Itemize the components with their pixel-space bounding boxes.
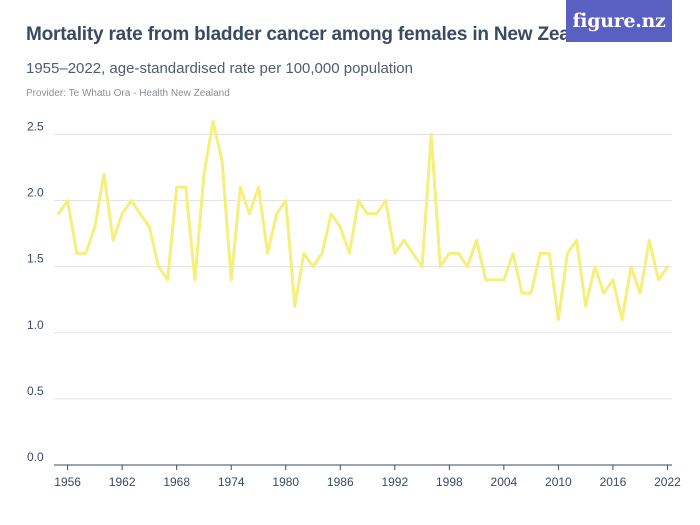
- data-point[interactable]: [230, 278, 233, 282]
- x-tick-label: 1974: [218, 475, 245, 489]
- data-point[interactable]: [211, 120, 215, 123]
- data-point[interactable]: [329, 212, 333, 215]
- chart-title: Mortality rate from bladder cancer among…: [26, 24, 608, 45]
- data-point[interactable]: [548, 252, 551, 255]
- data-point[interactable]: [666, 265, 669, 268]
- data-point[interactable]: [529, 291, 533, 295]
- data-point[interactable]: [266, 252, 269, 255]
- grid-lines: [54, 133, 672, 466]
- data-point[interactable]: [439, 265, 442, 268]
- x-tick-label: 2016: [600, 475, 627, 489]
- x-tick-label: 1986: [327, 475, 354, 489]
- data-point[interactable]: [566, 252, 569, 255]
- data-point[interactable]: [411, 252, 415, 255]
- y-tick-label: 1.5: [27, 252, 44, 266]
- data-point[interactable]: [466, 265, 469, 268]
- data-point[interactable]: [357, 199, 360, 202]
- data-point[interactable]: [193, 278, 197, 282]
- x-tick-label: 2004: [491, 475, 518, 489]
- data-point[interactable]: [375, 212, 378, 215]
- data-point[interactable]: [420, 265, 424, 268]
- data-point[interactable]: [57, 212, 60, 215]
- data-point[interactable]: [248, 212, 251, 215]
- data-point[interactable]: [339, 225, 342, 229]
- data-point[interactable]: [120, 212, 124, 215]
- y-axis-ticks: 0.0 0.5 1.0 1.5 2.0 2.5: [27, 119, 44, 464]
- data-point[interactable]: [139, 212, 142, 215]
- y-tick-label: 1.0: [27, 318, 44, 332]
- x-tick-label: 1980: [272, 475, 299, 489]
- data-point[interactable]: [602, 291, 606, 295]
- data-point[interactable]: [475, 239, 478, 242]
- data-point[interactable]: [84, 252, 88, 255]
- data-point[interactable]: [620, 318, 624, 321]
- data-point[interactable]: [175, 186, 178, 189]
- data-point[interactable]: [520, 291, 524, 295]
- data-point[interactable]: [429, 133, 433, 136]
- data-point[interactable]: [239, 186, 242, 189]
- data-point[interactable]: [157, 265, 160, 268]
- data-point[interactable]: [293, 305, 297, 308]
- data-point[interactable]: [611, 278, 615, 282]
- x-tick-label: 1998: [436, 475, 463, 489]
- x-tick-label: 2010: [545, 475, 572, 489]
- data-point[interactable]: [348, 252, 351, 255]
- data-point[interactable]: [66, 199, 69, 202]
- data-point[interactable]: [111, 239, 115, 242]
- x-axis-ticks: 1956 1962 1968 1974 1980 1986 1992 1998 2004 2010…: [54, 465, 681, 489]
- data-point[interactable]: [575, 239, 578, 242]
- data-point[interactable]: [184, 186, 187, 189]
- data-point[interactable]: [275, 212, 278, 215]
- data-point[interactable]: [366, 212, 369, 215]
- data-point[interactable]: [384, 199, 387, 202]
- x-tick-label: 2022: [654, 475, 681, 489]
- data-point[interactable]: [75, 252, 78, 255]
- y-tick-label: 0.5: [27, 384, 44, 398]
- data-point[interactable]: [629, 265, 633, 268]
- data-point[interactable]: [202, 172, 206, 176]
- data-point[interactable]: [557, 318, 560, 321]
- data-point[interactable]: [302, 252, 306, 255]
- data-point[interactable]: [657, 278, 660, 282]
- data-point[interactable]: [93, 225, 97, 229]
- data-point[interactable]: [220, 159, 224, 163]
- data-point[interactable]: [448, 252, 451, 255]
- x-tick-label: 1992: [381, 475, 408, 489]
- data-point[interactable]: [166, 278, 169, 282]
- data-point[interactable]: [648, 239, 651, 242]
- y-tick-label: 2.5: [27, 119, 44, 133]
- data-point[interactable]: [148, 225, 151, 229]
- series-layer: [57, 119, 669, 322]
- data-point[interactable]: [593, 265, 596, 268]
- x-tick-label: 1968: [163, 475, 190, 489]
- series-line: [57, 119, 669, 322]
- data-point[interactable]: [102, 172, 106, 176]
- data-point[interactable]: [584, 305, 587, 308]
- x-tick-label: 1956: [54, 475, 81, 489]
- chart-subtitle: 1955–2022, age-standardised rate per 100…: [26, 60, 413, 77]
- x-tick-label: 1962: [109, 475, 136, 489]
- data-point[interactable]: [502, 278, 506, 282]
- data-point[interactable]: [511, 252, 515, 255]
- y-tick-label: 2.0: [27, 186, 44, 200]
- provider-note: Provider: Te Whatu Ora - Health New Zeal…: [26, 88, 230, 99]
- data-point[interactable]: [638, 291, 642, 295]
- data-point[interactable]: [284, 199, 287, 202]
- data-point[interactable]: [493, 278, 496, 282]
- data-point[interactable]: [257, 186, 260, 189]
- data-point[interactable]: [402, 239, 406, 242]
- figure-nz-logo[interactable]: figure.nz: [566, 0, 672, 42]
- data-point[interactable]: [484, 278, 487, 282]
- data-point[interactable]: [320, 252, 324, 255]
- data-point[interactable]: [130, 199, 133, 202]
- data-point[interactable]: [457, 252, 460, 255]
- y-tick-label: 0.0: [27, 450, 44, 464]
- data-point[interactable]: [393, 252, 397, 255]
- data-point[interactable]: [539, 252, 542, 255]
- data-point[interactable]: [311, 265, 315, 268]
